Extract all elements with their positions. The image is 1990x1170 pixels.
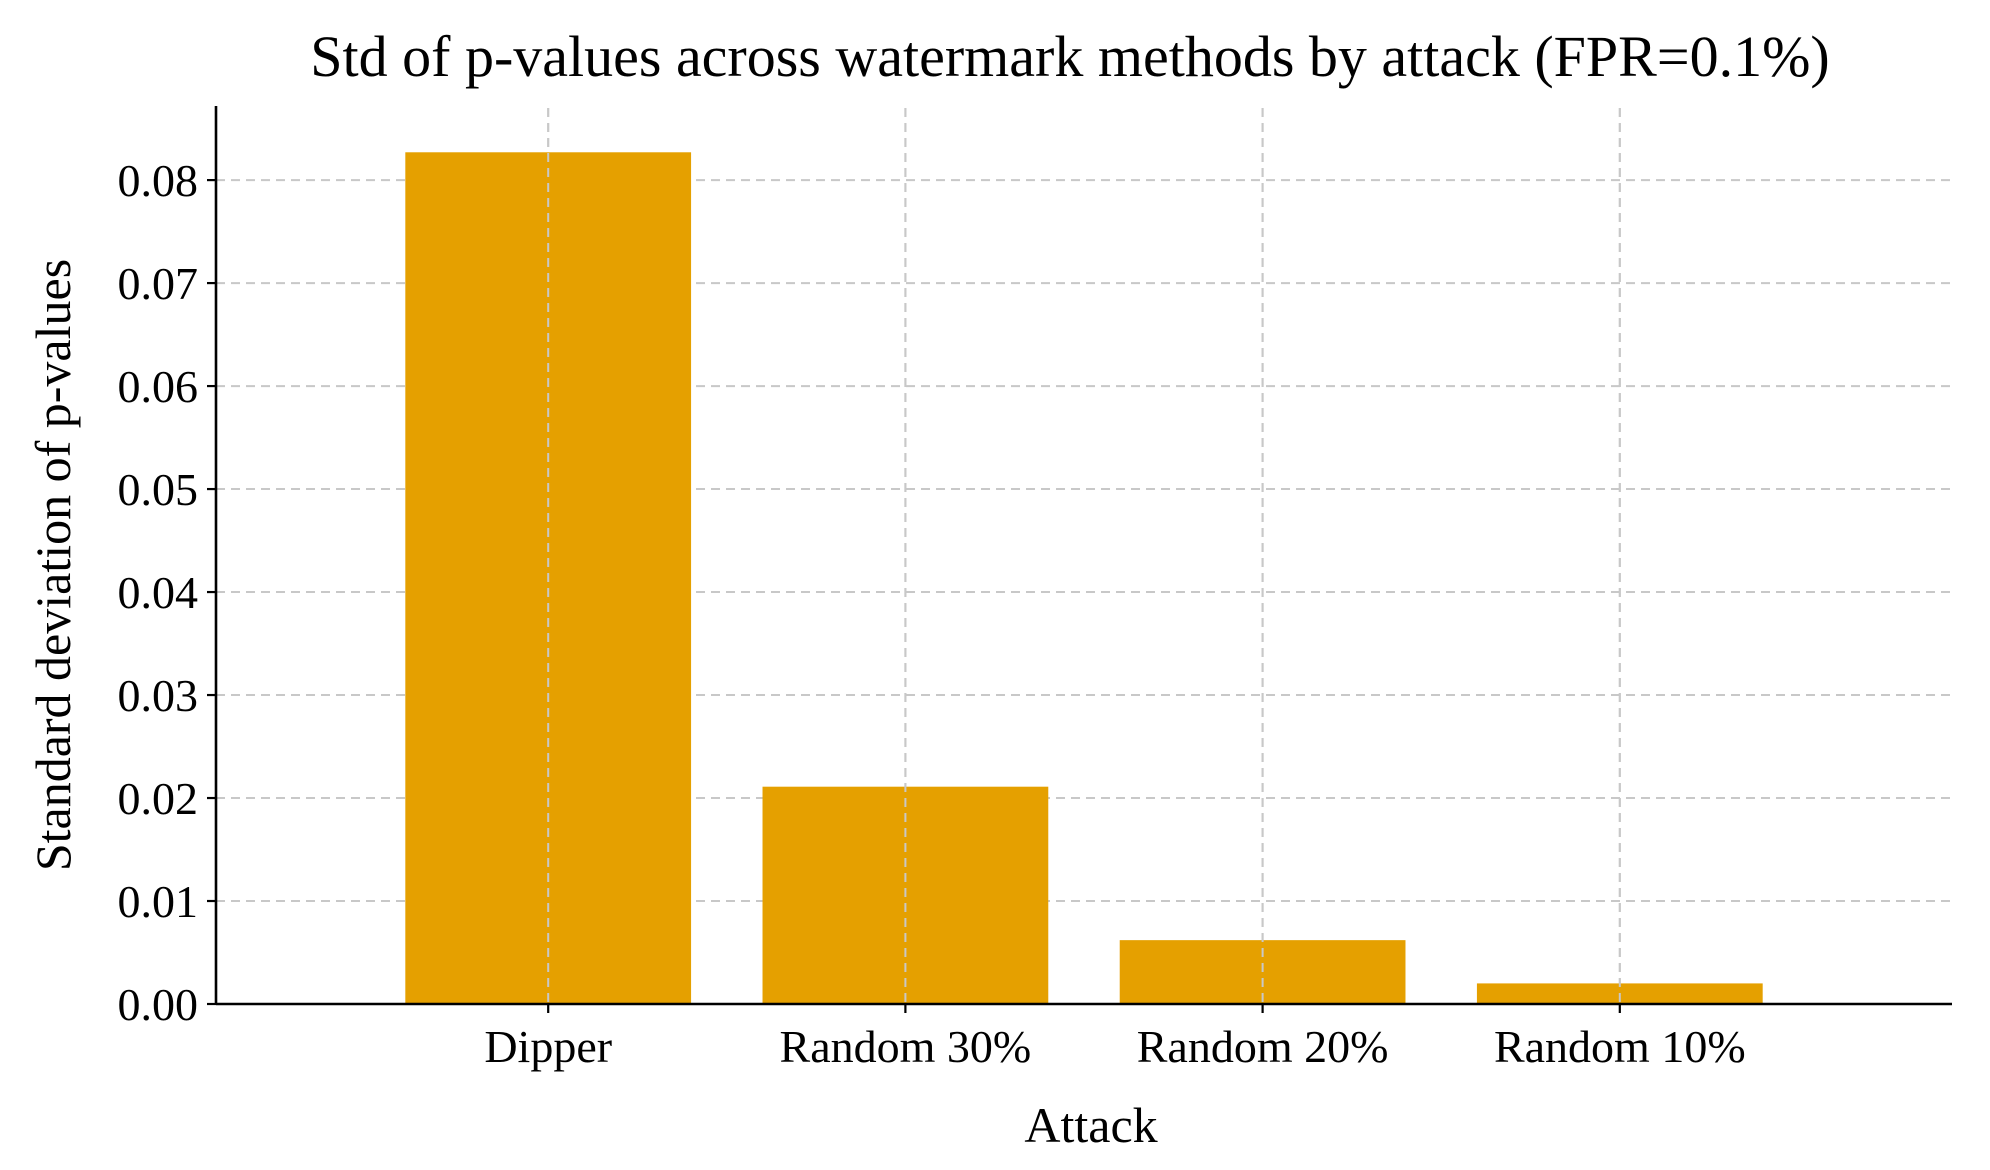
y-tick-label: 0.06 bbox=[118, 361, 199, 412]
x-tick-label: Dipper bbox=[484, 1021, 612, 1072]
chart-title: Std of p-values across watermark methods… bbox=[310, 24, 1829, 89]
y-tick-label: 0.03 bbox=[118, 670, 199, 721]
y-axis-label: Standard deviation of p-values bbox=[25, 259, 81, 871]
y-tick-label: 0.01 bbox=[118, 876, 199, 927]
x-axis-label: Attack bbox=[1024, 1097, 1157, 1153]
y-tick-label: 0.02 bbox=[118, 773, 199, 824]
ticks: 0.00 0.01 0.02 0.03 0.04 0.05 0.06 0.07 0.08 Dipp… bbox=[118, 155, 1746, 1072]
y-tick-label: 0.04 bbox=[118, 567, 199, 618]
y-tick-label: 0.00 bbox=[118, 979, 199, 1030]
x-tick-label: Random 30% bbox=[780, 1021, 1032, 1072]
bars bbox=[405, 108, 1763, 1005]
y-tick-label: 0.05 bbox=[118, 464, 199, 515]
axes bbox=[214, 106, 1952, 1006]
x-tick-label: Random 10% bbox=[1494, 1021, 1746, 1072]
y-tick-label: 0.07 bbox=[118, 258, 199, 309]
y-tick-label: 0.08 bbox=[118, 155, 199, 206]
x-tick-label: Random 20% bbox=[1137, 1021, 1389, 1072]
